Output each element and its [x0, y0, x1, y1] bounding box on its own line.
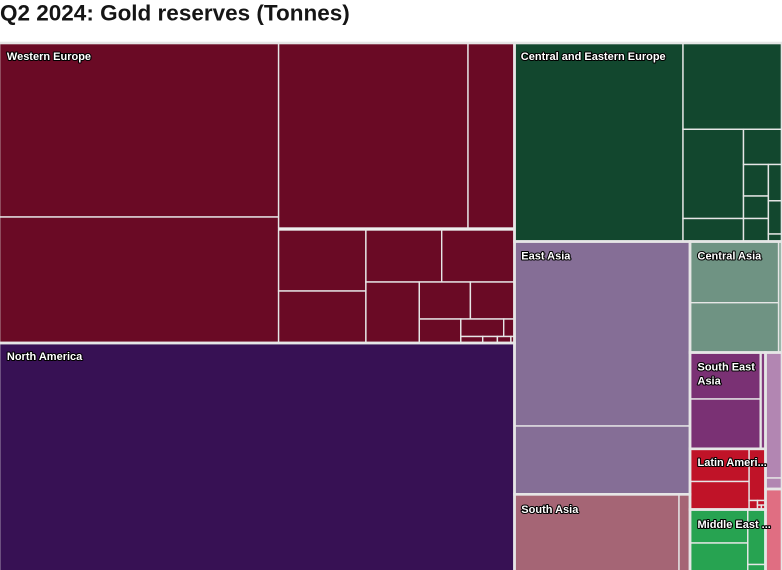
svg-text:Central Asia: Central Asia: [698, 251, 763, 263]
svg-text:Central and Eastern Europe: Central and Eastern Europe: [521, 51, 666, 63]
svg-text:Western Europe: Western Europe: [7, 51, 91, 63]
svg-text:Middle East ...: Middle East ...: [698, 519, 771, 531]
svg-text:East Asia: East Asia: [521, 251, 571, 263]
svg-text:Q2 2024: Gold reserves (Tonnes: Q2 2024: Gold reserves (Tonnes): [0, 1, 350, 26]
svg-text:North America: North America: [7, 351, 83, 363]
svg-text:South East: South East: [698, 362, 756, 374]
svg-text:South Asia: South Asia: [521, 504, 579, 516]
svg-text:Asia: Asia: [698, 376, 722, 388]
svg-text:Latin Ameri...: Latin Ameri...: [698, 457, 767, 469]
